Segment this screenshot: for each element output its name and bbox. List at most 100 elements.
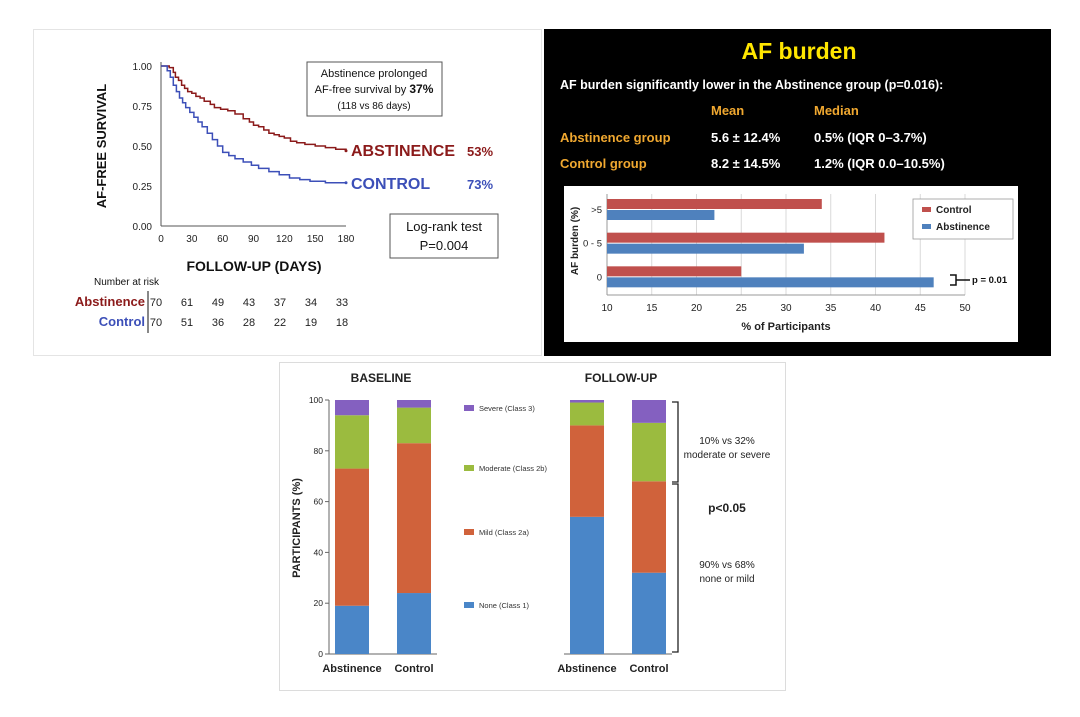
legend-swatch-abstinence (922, 224, 931, 229)
annotation-top-line2: moderate or severe (684, 450, 771, 461)
km-series-end-point (344, 181, 348, 185)
class-bar-segment-mild (397, 443, 431, 594)
km-annotation-line2-bold: 37% (409, 82, 433, 96)
class-category-label: Control (394, 663, 433, 675)
af-burden-category-label: 0 - 5 (583, 239, 602, 250)
km-x-axis-label: FOLLOW-UP (DAYS) (186, 258, 321, 274)
class-distribution-chart: BASELINE FOLLOW-UP PARTICIPANTS (%) 0 20 4… (291, 371, 771, 675)
class-legend-swatch (464, 405, 474, 411)
class-legend-label: Mild (Class 2a) (479, 528, 530, 537)
followup-title: FOLLOW-UP (585, 371, 657, 385)
km-risk-value: 28 (243, 317, 255, 329)
km-risk-value: 34 (305, 297, 317, 309)
af-burden-x-tick-label: 25 (736, 303, 748, 314)
annotation-top-line1: 10% vs 32% (699, 436, 755, 447)
km-x-tick-label: 60 (217, 234, 229, 245)
km-risk-value: 18 (336, 317, 348, 329)
km-series-label-abstinence: ABSTINENCE (351, 143, 455, 160)
af-burden-bar-control (607, 232, 885, 243)
km-curves (161, 65, 348, 185)
km-survival-panel: AF-FREE SURVIVAL FOLLOW-UP (DAYS) 1.00 0.… (33, 29, 542, 356)
class-bar-segment-moderate (335, 415, 369, 469)
km-annotation-line1: Abstinence prolonged (321, 68, 427, 80)
km-y-tick-label: 0.75 (133, 102, 153, 113)
class-bar-segment-none (335, 605, 369, 654)
baseline-title: BASELINE (351, 371, 412, 385)
class-legend-label: Severe (Class 3) (479, 404, 535, 413)
km-risk-value: 61 (181, 297, 193, 309)
class-legend-label: None (Class 1) (479, 601, 530, 610)
af-burden-title: AF burden (742, 38, 857, 64)
class-y-tick-label: 60 (314, 497, 324, 507)
class-bar-segment-none (397, 593, 431, 654)
stats-header-mean: Mean (711, 103, 744, 118)
af-burden-x-tick-label: 40 (870, 303, 882, 314)
none-mild-bracket (672, 483, 679, 653)
class-y-tick-label: 20 (314, 598, 324, 608)
class-bar-segment-none (632, 572, 666, 654)
km-series-line-abstinence (161, 65, 347, 151)
km-risk-value: 22 (274, 317, 286, 329)
class-bar-segment-mild (335, 468, 369, 606)
annotation-pvalue: p<0.05 (708, 501, 746, 515)
km-test-line1: Log-rank test (406, 219, 482, 234)
class-category-label: Abstinence (322, 663, 381, 675)
class-distribution-bars: Abstinence Control Abstinence Control (322, 400, 672, 675)
km-y-tick-label: 1.00 (133, 62, 153, 73)
moderate-severe-bracket (672, 401, 679, 483)
km-risk-value: 70 (150, 297, 162, 309)
class-bar-segment-moderate (632, 422, 666, 482)
km-risk-value: 51 (181, 317, 193, 329)
class-category-label: Control (629, 663, 668, 675)
af-burden-bars: >5 0 - 5 0 (583, 199, 934, 288)
km-risk-value: 19 (305, 317, 317, 329)
af-burden-x-tick-label: 50 (959, 303, 971, 314)
af-burden-y-axis-label: AF burden (%) (570, 207, 581, 275)
af-burden-legend (912, 198, 1014, 240)
km-x-tick-label: 120 (276, 234, 293, 245)
class-bar-segment-severe (570, 400, 604, 403)
km-test-line2: P=0.004 (420, 238, 469, 253)
af-burden-chart: AF burden AF burden significantly lower … (560, 38, 1018, 342)
af-burden-x-tick-label: 20 (691, 303, 703, 314)
class-y-tick-label: 40 (314, 547, 324, 557)
km-risk-row-label-abstinence: Abstinence (75, 294, 145, 309)
class-distribution-panel: BASELINE FOLLOW-UP PARTICIPANTS (%) 0 20 4… (279, 362, 786, 691)
stats-row-label-abstinence: Abstinence group (560, 130, 671, 145)
km-risk-value: 33 (336, 297, 348, 309)
af-burden-bar-abstinence (607, 277, 934, 288)
af-burden-p-value: p = 0.01 (972, 275, 1008, 286)
annotation-bottom-line2: none or mild (699, 574, 754, 585)
af-burden-x-axis-label: % of Participants (741, 321, 830, 333)
class-y-tick-label: 80 (314, 446, 324, 456)
class-bar-segment-moderate (570, 402, 604, 426)
af-burden-panel: AF burden AF burden significantly lower … (544, 29, 1051, 356)
legend-swatch-control (922, 207, 931, 212)
af-burden-x-tick-label: 15 (646, 303, 658, 314)
stats-row-mean-control: 8.2 ± 14.5% (711, 156, 781, 171)
km-survival-chart: AF-FREE SURVIVAL FOLLOW-UP (DAYS) 1.00 0.… (75, 61, 499, 333)
class-bar-segment-severe (335, 400, 369, 416)
km-risk-value: 49 (212, 297, 224, 309)
km-risk-row-label-control: Control (99, 314, 145, 329)
km-series-label-control: CONTROL (351, 176, 430, 193)
af-burden-x-tick-label: 45 (915, 303, 927, 314)
class-legend-swatch (464, 529, 474, 535)
annotation-bottom-line1: 90% vs 68% (699, 560, 755, 571)
km-y-axis-label: AF-FREE SURVIVAL (94, 84, 109, 209)
km-y-tick-label: 0.00 (133, 222, 153, 233)
km-x-tick-label: 180 (338, 234, 355, 245)
km-y-tick-label: 0.25 (133, 182, 153, 193)
af-burden-subtitle: AF burden significantly lower in the Abs… (560, 78, 943, 92)
af-burden-category-label: >5 (591, 205, 602, 216)
class-legend-swatch (464, 465, 474, 471)
km-annotation-line3: (118 vs 86 days) (337, 101, 410, 112)
km-risk-value: 36 (212, 317, 224, 329)
af-burden-bar-abstinence (607, 243, 804, 254)
stats-row-label-control: Control group (560, 156, 647, 171)
class-bar-segment-severe (632, 400, 666, 423)
class-category-label: Abstinence (557, 663, 616, 675)
af-burden-bar-abstinence (607, 210, 715, 220)
stats-header-median: Median (814, 103, 859, 118)
km-x-tick-label: 0 (158, 234, 164, 245)
